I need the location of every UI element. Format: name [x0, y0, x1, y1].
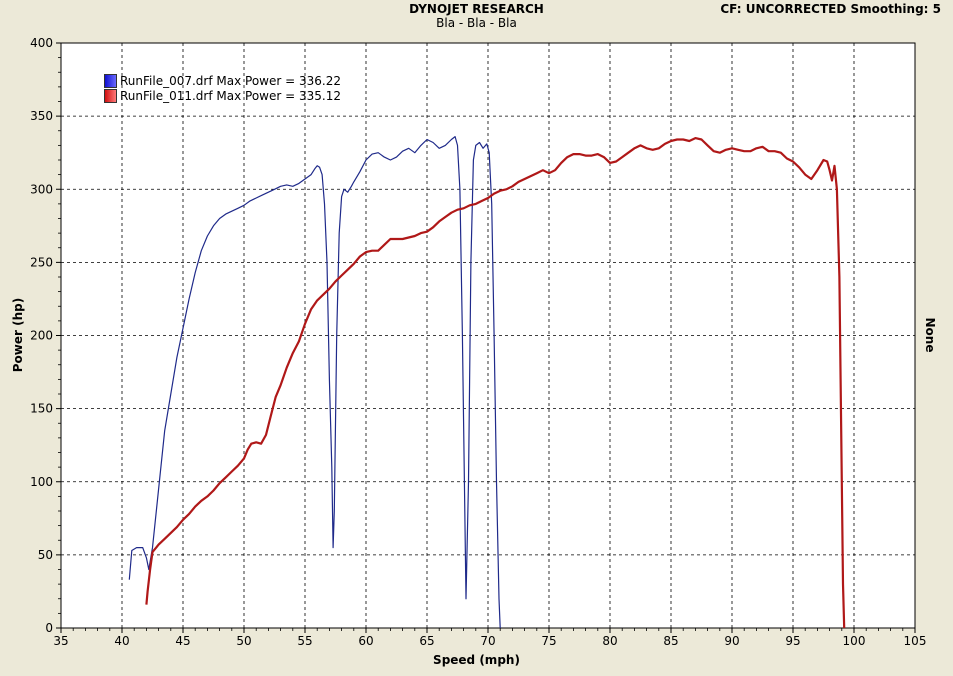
y-tick-label: 400: [30, 36, 53, 50]
grid-lines: [61, 43, 915, 628]
chart-title: DYNOJET RESEARCH: [409, 2, 544, 16]
series-line-runfile-007: [128, 136, 501, 629]
x-tick-label: 75: [541, 634, 556, 648]
y-tick-label: 350: [30, 109, 53, 123]
legend-entry-runfile-011: RunFile_011.drf Max Power = 335.12: [104, 88, 341, 103]
x-tick-label: 70: [480, 634, 495, 648]
x-tick-label: 50: [236, 634, 251, 648]
series-line-runfile-011: [145, 137, 846, 629]
legend-swatch-red: [104, 88, 117, 103]
y2-axis-title: None: [923, 317, 937, 353]
legend-label: RunFile_011.drf Max Power = 335.12: [120, 88, 341, 103]
x-tick-label: 80: [602, 634, 617, 648]
x-tick-label: 65: [419, 634, 434, 648]
x-tick-label: 105: [904, 634, 927, 648]
chart-subtitle: Bla - Bla - Bla: [436, 16, 517, 30]
tick-labels: 35 40 45 50 55 60 65 70 75 80 85 90 95 100 105 0 50 100 15…: [30, 36, 926, 648]
axis-ticks: [56, 42, 916, 633]
y-tick-label: 150: [30, 402, 53, 416]
x-tick-label: 45: [175, 634, 190, 648]
x-axis-title: Speed (mph): [433, 653, 520, 667]
x-tick-label: 100: [843, 634, 866, 648]
y-tick-label: 250: [30, 255, 53, 269]
legend-label: RunFile_007.drf Max Power = 336.22: [120, 73, 341, 88]
y-tick-label: 100: [30, 475, 53, 489]
y-tick-label: 0: [45, 621, 53, 635]
x-tick-label: 60: [358, 634, 373, 648]
y-axis-title: Power (hp): [11, 297, 25, 373]
y-tick-label: 300: [30, 182, 53, 196]
x-tick-label: 55: [297, 634, 312, 648]
x-tick-label: 90: [724, 634, 739, 648]
x-tick-label: 35: [53, 634, 68, 648]
correction-info: CF: UNCORRECTED Smoothing: 5: [720, 2, 941, 16]
y-tick-label: 200: [30, 329, 53, 343]
x-tick-label: 95: [785, 634, 800, 648]
y-tick-label: 50: [38, 548, 53, 562]
legend-entry-runfile-007: RunFile_007.drf Max Power = 336.22: [104, 73, 341, 88]
series-lines: [128, 136, 846, 629]
x-tick-label: 85: [663, 634, 678, 648]
legend-swatch-blue: [104, 73, 117, 88]
x-tick-label: 40: [114, 634, 129, 648]
